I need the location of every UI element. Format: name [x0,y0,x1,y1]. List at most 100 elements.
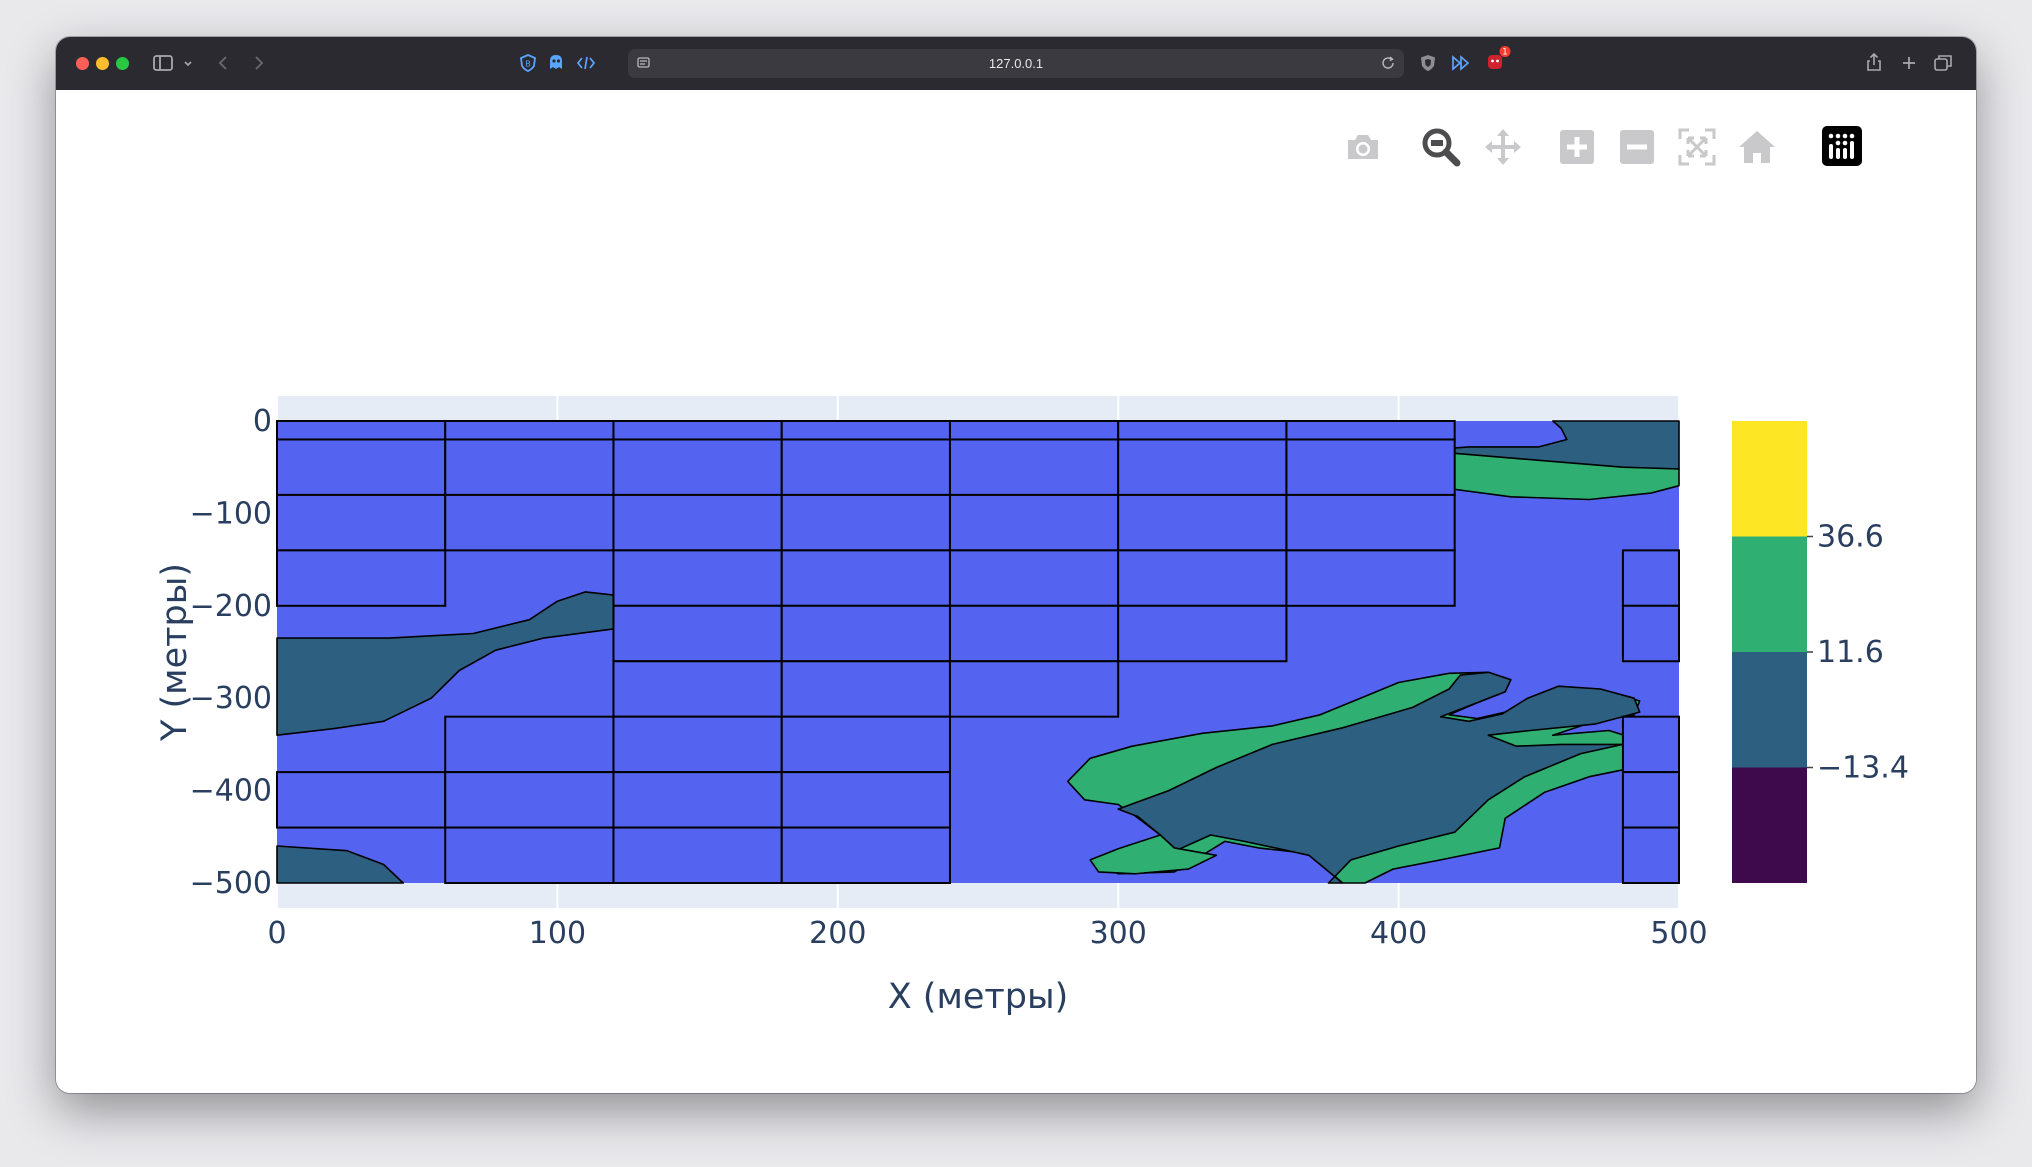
x-tick-label: 200 [809,916,866,951]
home-icon[interactable] [1736,126,1778,168]
block-cell[interactable] [612,438,783,496]
shield-icon[interactable]: B [518,51,538,75]
block-cell[interactable] [276,420,447,441]
block-cell[interactable] [612,660,783,718]
block-cell[interactable] [612,549,783,607]
colorbar-tick-label: −13.4 [1817,751,1909,786]
block-cell[interactable] [780,715,951,774]
contour-region[interactable] [1117,671,1641,884]
block-cell[interactable] [1621,549,1681,607]
x-axis-title: X (метры) [888,977,1069,1017]
x-tick-label: 100 [529,916,586,951]
block-cell[interactable] [1285,420,1456,441]
contour-chart[interactable]: 0 100 200 300 400 500 0 −100 −200 −300 −400 −500 X (… [56,90,1976,1093]
y-tick-label: 0 [253,404,272,439]
autoscale-icon[interactable] [1676,126,1718,168]
block-cell[interactable] [276,549,447,607]
address-bar[interactable]: 127.0.0.1 [628,49,1404,78]
colorbar-band [1732,421,1807,537]
zoom-in-icon[interactable] [1556,126,1598,168]
block-cell[interactable] [276,438,447,496]
tabs-overview-icon[interactable] [1932,51,1954,75]
colorbar-band [1732,767,1807,883]
plot-page: 0 100 200 300 400 500 0 −100 −200 −300 −400 −500 X (… [56,90,1976,1093]
reload-icon[interactable] [1380,55,1396,71]
block-cell[interactable] [612,715,783,774]
block-cell[interactable] [1621,715,1681,774]
chevron-down-icon[interactable] [182,51,194,75]
forward-icon[interactable] [250,51,266,75]
share-icon[interactable] [1864,51,1884,75]
block-cell[interactable] [1621,826,1681,884]
zoom-icon[interactable] [1418,124,1464,170]
brave-shield-icon[interactable] [1418,51,1438,75]
url-text: 127.0.0.1 [988,56,1044,71]
block-cell[interactable] [1117,549,1288,607]
svg-text:B: B [525,60,531,69]
block-cell[interactable] [780,493,951,552]
new-tab-icon[interactable] [1899,51,1919,75]
block-cell[interactable] [780,438,951,496]
block-cell[interactable] [1621,604,1681,663]
browser-toolbar: B 127.0.0.1 1 [56,37,1976,91]
zoom-window-button[interactable] [116,57,129,70]
block-cell[interactable] [780,771,951,829]
block-cell[interactable] [444,420,615,441]
block-cell[interactable] [444,771,615,829]
page-icon [637,57,650,68]
block-cell[interactable] [1285,438,1456,496]
block-cell[interactable] [948,660,1120,718]
block-cell[interactable] [1285,493,1456,552]
ghost-icon[interactable] [546,51,566,75]
colorbar-band [1732,536,1807,652]
colorbar-tick-label: 11.6 [1817,635,1884,670]
block-cell[interactable] [276,493,447,552]
pan-icon[interactable] [1480,124,1526,170]
block-cell[interactable] [276,771,447,829]
y-axis-title: Y (метры) [155,563,195,742]
fast-forward-icon[interactable] [1450,51,1472,75]
contour-region[interactable] [1089,834,1218,875]
block-cell[interactable] [780,660,951,718]
block-cell[interactable] [948,493,1120,552]
block-cell[interactable] [612,604,783,663]
block-cell[interactable] [444,715,615,774]
minimize-window-button[interactable] [96,57,109,70]
block-cell[interactable] [948,549,1120,607]
block-cell[interactable] [1117,604,1288,663]
block-cell[interactable] [1117,420,1288,441]
block-cell[interactable] [1285,549,1456,607]
block-cell[interactable] [612,826,783,884]
sidebar-icon[interactable] [152,51,174,75]
block-cell[interactable] [948,604,1120,663]
block-cell[interactable] [948,438,1120,496]
block-cell[interactable] [1621,771,1681,829]
block-cell[interactable] [444,826,615,884]
block-cell[interactable] [948,420,1120,441]
block-cell[interactable] [444,438,615,496]
block-cell[interactable] [612,420,783,441]
y-tick-label: −200 [190,589,272,624]
plotly-logo-icon[interactable] [1820,124,1864,168]
block-cell[interactable] [612,493,783,552]
zoom-out-icon[interactable] [1616,126,1658,168]
code-icon[interactable] [576,51,596,75]
x-tick-label: 400 [1370,916,1427,951]
notification-icon[interactable]: 1 [1484,45,1512,75]
close-window-button[interactable] [76,57,89,70]
y-tick-label: −500 [190,866,272,901]
contour-region[interactable] [276,845,405,884]
camera-icon[interactable] [1342,126,1384,168]
block-cell[interactable] [780,420,951,441]
x-tick-label: 0 [267,916,286,951]
block-cell[interactable] [780,826,951,884]
block-cell[interactable] [780,604,951,663]
block-cell[interactable] [612,771,783,829]
back-icon[interactable] [216,51,232,75]
y-tick-label: −300 [190,681,272,716]
x-tick-label: 300 [1090,916,1147,951]
block-cell[interactable] [444,493,615,552]
block-cell[interactable] [1117,493,1288,552]
block-cell[interactable] [780,549,951,607]
block-cell[interactable] [1117,438,1288,496]
